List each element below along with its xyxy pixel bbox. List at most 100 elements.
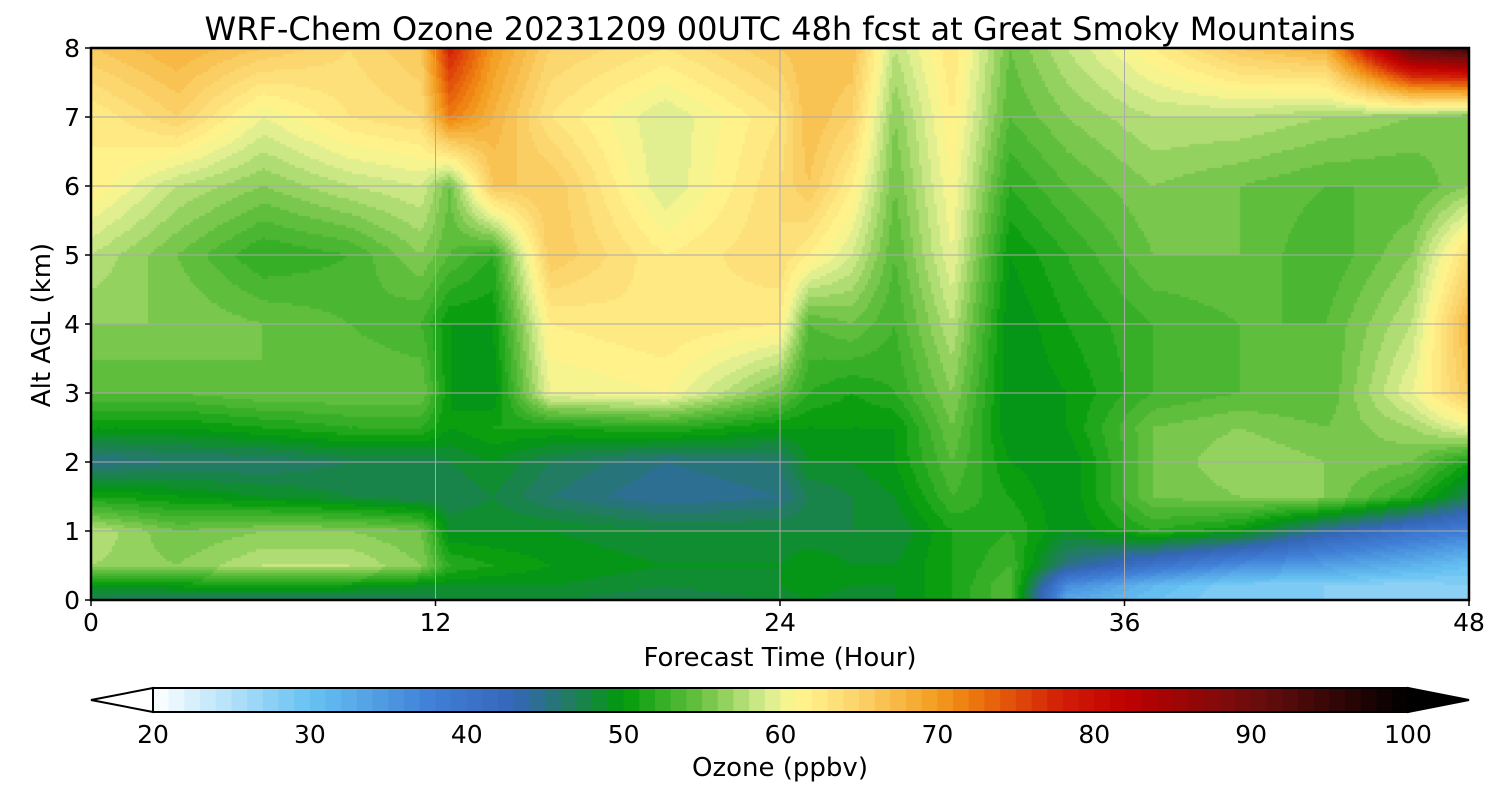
- colorbar-swatch: [1000, 688, 1017, 712]
- colorbar-swatch: [372, 688, 389, 712]
- colorbar-swatch: [1298, 688, 1315, 712]
- colorbar-tick-label: 20: [137, 720, 169, 749]
- colorbar-swatch: [200, 688, 217, 712]
- colorbar-swatch: [325, 688, 342, 712]
- colorbar-swatch: [356, 688, 374, 712]
- colorbar-swatch: [1141, 688, 1158, 712]
- colorbar-swatch: [419, 688, 436, 712]
- colorbar-swatch: [811, 688, 829, 712]
- colorbar-swatch: [827, 688, 844, 712]
- x-axis-label: Forecast Time (Hour): [643, 643, 916, 673]
- colorbar-swatch: [1392, 688, 1409, 712]
- colorbar-swatch: [529, 688, 546, 712]
- colorbar-swatch: [1047, 688, 1064, 712]
- y-tick-label: 5: [64, 241, 80, 270]
- colorbar-swatch: [153, 688, 170, 712]
- colorbar-swatch: [1157, 688, 1174, 712]
- y-tick-label: 6: [64, 172, 80, 201]
- colorbar-extend-max: [1407, 686, 1470, 714]
- colorbar-swatch: [968, 688, 986, 712]
- colorbar-frame: [152, 687, 1409, 713]
- colorbar-swatch: [435, 688, 452, 712]
- colorbar-swatch: [1376, 688, 1393, 712]
- colorbar-swatch: [764, 688, 782, 712]
- chart-title: WRF-Chem Ozone 20231209 00UTC 48h fcst a…: [205, 10, 1356, 48]
- colorbar-swatch: [513, 688, 531, 712]
- colorbar-swatch: [1204, 688, 1221, 712]
- colorbar-swatch: [1062, 688, 1080, 712]
- colorbar-swatch: [953, 688, 970, 712]
- colorbar-swatch: [937, 688, 954, 712]
- colorbar-swatch: [1219, 688, 1237, 712]
- colorbar-tick-label: 30: [294, 720, 326, 749]
- colorbar-swatch: [623, 688, 640, 712]
- colorbar-swatch: [796, 688, 813, 712]
- colorbar-label: Ozone (ppbv): [692, 753, 868, 783]
- colorbar-swatch: [1094, 688, 1111, 712]
- colorbar-swatch: [1031, 688, 1048, 712]
- colorbar-swatch: [309, 688, 327, 712]
- colorbar-swatch: [215, 688, 233, 712]
- colorbar-swatch: [1360, 688, 1378, 712]
- colorbar-swatch: [231, 688, 248, 712]
- colorbar-swatch: [545, 688, 562, 712]
- colorbar-swatch: [655, 688, 672, 712]
- y-tick-label: 7: [64, 103, 80, 132]
- colorbar-swatch: [1282, 688, 1299, 712]
- colorbar-swatch: [404, 688, 421, 712]
- y-tick-label: 0: [64, 586, 80, 615]
- colorbar-swatch: [984, 688, 1001, 712]
- colorbar-swatch: [388, 688, 405, 712]
- y-tick-label: 8: [64, 34, 80, 63]
- colorbar-extend-min: [90, 686, 154, 714]
- colorbar-swatch: [184, 688, 201, 712]
- colorbar-swatch: [607, 688, 625, 712]
- colorbar-swatch: [1329, 688, 1346, 712]
- colorbar-swatch: [482, 688, 499, 712]
- colorbar-tick-label: 70: [921, 720, 953, 749]
- colorbar-swatch: [1172, 688, 1189, 712]
- colorbar-swatch: [1125, 688, 1142, 712]
- colorbar-swatch: [168, 688, 185, 712]
- colorbar-swatch: [278, 688, 295, 712]
- colorbar-swatch: [498, 688, 515, 712]
- colorbar-swatch: [1313, 688, 1331, 712]
- colorbar-swatch: [733, 688, 750, 712]
- colorbar-swatch: [890, 688, 907, 712]
- colorbar-swatch: [1188, 688, 1205, 712]
- colorbar-swatch: [1266, 688, 1284, 712]
- colorbar-swatch: [1109, 688, 1127, 712]
- colorbar-swatch: [906, 688, 923, 712]
- y-axis-label: Alt AGL (km): [27, 243, 57, 407]
- colorbar-swatch: [1235, 688, 1252, 712]
- colorbar-swatch: [1345, 688, 1362, 712]
- colorbar-tick-label: 60: [765, 720, 797, 749]
- colorbar-swatch: [858, 688, 876, 712]
- colorbar-swatch: [670, 688, 687, 712]
- colorbar-swatch: [639, 688, 656, 712]
- colorbar-swatch: [749, 688, 766, 712]
- colorbar-swatch: [874, 688, 891, 712]
- colorbar-swatch: [466, 688, 484, 712]
- y-tick-label: 3: [64, 379, 80, 408]
- colorbar-swatch: [780, 688, 797, 712]
- colorbar-swatch: [921, 688, 938, 712]
- colorbar-swatch: [1078, 688, 1095, 712]
- colorbar-swatch: [702, 688, 719, 712]
- x-tick-label: 48: [1453, 608, 1485, 637]
- colorbar-swatch: [843, 688, 860, 712]
- colorbar-swatch: [717, 688, 735, 712]
- colorbar-swatch: [686, 688, 703, 712]
- colorbar-tick-label: 50: [608, 720, 640, 749]
- colorbar-swatch: [247, 688, 264, 712]
- colorbar-tick-label: 100: [1384, 720, 1432, 749]
- y-tick-label: 1: [64, 517, 80, 546]
- colorbar-tick-label: 90: [1235, 720, 1267, 749]
- colorbar-swatch: [294, 688, 311, 712]
- colorbar-tick-label: 40: [451, 720, 483, 749]
- x-tick-label: 0: [83, 608, 99, 637]
- y-tick-label: 4: [64, 310, 80, 339]
- colorbar-tick-label: 80: [1078, 720, 1110, 749]
